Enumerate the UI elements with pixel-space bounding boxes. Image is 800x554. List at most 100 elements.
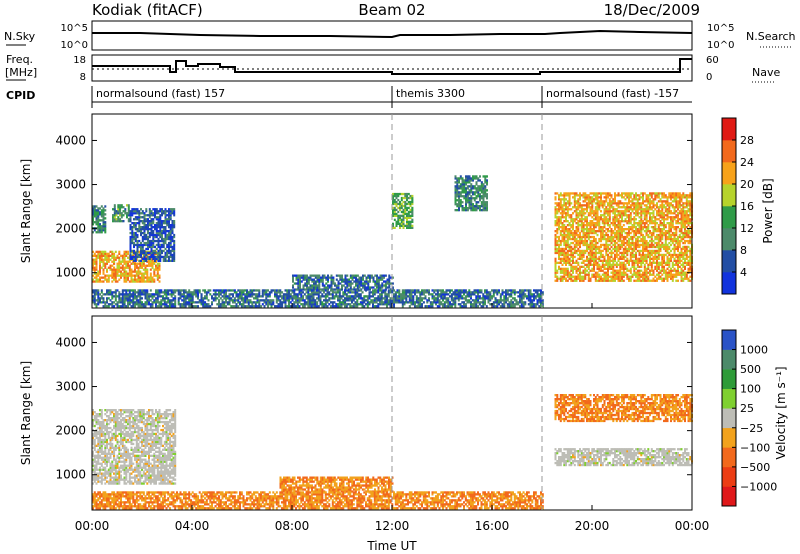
power-cell — [114, 274, 117, 277]
power-cell — [633, 198, 636, 201]
power-cell — [570, 263, 573, 266]
power-cell — [605, 243, 608, 247]
power-cell — [561, 251, 564, 255]
power-cell — [106, 301, 108, 304]
power-cell — [659, 206, 662, 209]
power-cell — [652, 233, 655, 237]
power-cell — [102, 252, 105, 255]
power-cell — [95, 266, 98, 269]
power-cell — [622, 251, 625, 255]
power-cell — [668, 261, 671, 264]
power-cell — [584, 237, 587, 241]
power-cell — [92, 207, 94, 210]
power-cell — [153, 274, 156, 277]
power-cell — [127, 260, 129, 263]
power-cell — [577, 277, 580, 280]
power-cell — [132, 262, 135, 265]
power-cell — [302, 276, 305, 279]
power-cell — [134, 210, 137, 213]
power-cell — [169, 251, 172, 255]
power-cell — [168, 245, 170, 249]
power-cell — [165, 293, 168, 296]
power-cell — [237, 305, 240, 308]
power-cell — [643, 237, 646, 241]
power-cell — [675, 231, 678, 235]
power-cell — [168, 214, 170, 217]
power-cell — [145, 243, 148, 247]
power-cell — [608, 265, 611, 268]
power-cell — [129, 218, 132, 221]
power-cell — [684, 216, 686, 219]
power-cell — [162, 259, 165, 262]
power-cell — [133, 231, 135, 235]
power-cell — [463, 209, 466, 212]
power-cell — [685, 233, 688, 237]
power-cell — [104, 274, 107, 277]
power-cell — [207, 289, 210, 292]
power-cell — [477, 179, 480, 182]
power-cell — [393, 202, 396, 206]
power-cell — [150, 243, 153, 247]
power-cell — [99, 299, 101, 302]
power-cell — [230, 297, 233, 300]
power-cell — [168, 243, 170, 247]
power-cell — [558, 239, 560, 243]
power-cell — [148, 260, 150, 263]
power-cell — [619, 257, 622, 260]
power-cell — [580, 216, 583, 219]
power-cell — [239, 295, 241, 298]
power-cell — [395, 192, 398, 196]
power-cell — [311, 286, 314, 289]
power-cell — [156, 301, 159, 304]
power-cell — [136, 218, 139, 221]
power-cell — [463, 189, 466, 192]
power-cell — [99, 254, 101, 257]
power-cell — [165, 303, 168, 306]
power-cell — [680, 249, 683, 253]
power-cell — [636, 245, 639, 249]
power-cell — [656, 233, 658, 237]
power-cell — [169, 249, 172, 253]
power-cell — [645, 196, 648, 199]
power-cell — [682, 196, 685, 199]
power-cell — [127, 295, 129, 298]
power-cell — [150, 228, 153, 231]
power-cell — [565, 216, 567, 219]
power-cell — [480, 183, 483, 186]
power-cell — [593, 243, 595, 247]
nsearch-tick-top: 10^5 — [707, 23, 734, 34]
power-cell — [168, 220, 170, 223]
power-cell — [411, 210, 414, 214]
power-cell — [154, 255, 156, 259]
power-cell — [687, 194, 690, 197]
power-cell — [406, 206, 408, 210]
power-cell — [107, 280, 110, 283]
power-cell — [219, 297, 222, 300]
power-cell — [148, 212, 151, 215]
power-cell — [668, 257, 671, 260]
power-cell — [582, 210, 585, 213]
power-cell — [157, 218, 160, 221]
power-cell — [649, 192, 651, 195]
power-cell — [115, 218, 118, 221]
power-cell — [188, 289, 191, 292]
power-cell — [470, 195, 473, 198]
power-cell — [360, 276, 363, 279]
power-cell — [153, 262, 156, 265]
power-cell — [572, 212, 574, 215]
power-cell — [631, 210, 634, 213]
power-cell — [582, 194, 585, 197]
power-cell — [603, 192, 606, 195]
power-cell — [656, 277, 658, 280]
power-cell — [573, 192, 576, 195]
power-cell — [146, 291, 149, 294]
power-cell — [112, 214, 114, 217]
power-cell — [120, 262, 122, 265]
power-cell — [472, 203, 474, 206]
power-cell — [93, 229, 96, 232]
power-cell — [608, 210, 611, 213]
power-cell — [661, 206, 664, 209]
power-cell — [598, 216, 601, 219]
power-cell — [689, 204, 692, 207]
power-cell — [145, 237, 148, 241]
